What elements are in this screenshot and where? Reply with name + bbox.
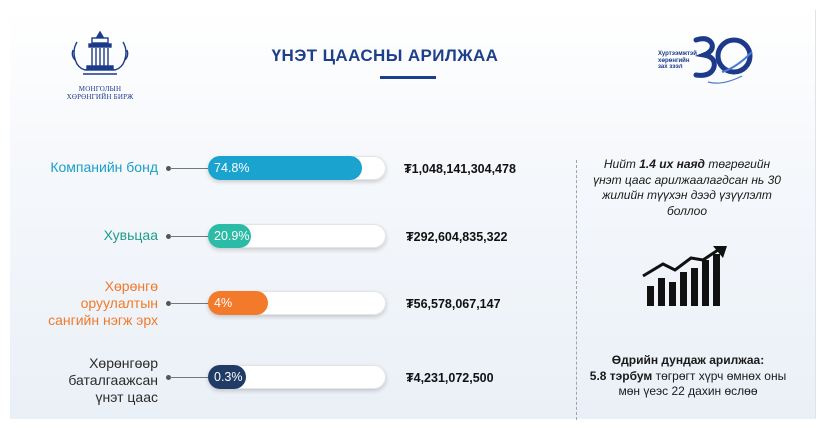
row-2-connector-dot <box>166 234 171 239</box>
mse-logo: МОНГОЛЫН ХӨРӨНГИЙН БИРЖ <box>65 28 135 103</box>
row-3-label-line-1: Хөрөнгө <box>104 278 158 294</box>
note1-pre: Нийт <box>603 157 640 171</box>
row-2-label-line: Хувьцаа <box>103 227 158 243</box>
row-3-label-line-2: оруулалтын <box>80 295 158 311</box>
row-1-connector-line <box>170 168 208 169</box>
row-4-label-line-2: баталгаажсан <box>68 372 158 388</box>
note-record-total: Нийт 1.4 их наяд төгрөгийн үнэт цаас ари… <box>592 157 782 219</box>
vertical-divider <box>576 160 577 420</box>
anniversary-logo-text: Хуртээмжтэй хөрөнгийн зах зээл <box>658 51 697 70</box>
note1-bold: 1.4 их наяд <box>639 157 705 171</box>
row-2-connector-line <box>170 236 208 237</box>
row-1-connector-dot <box>166 166 171 171</box>
row-3-bar-track: 4% <box>208 291 386 315</box>
row-1-label: Компанийн бонд <box>28 159 158 176</box>
logo-caption-line2: ХӨРӨНГИЙН БИРЖ <box>66 93 134 101</box>
note-daily-average: Өдрийн дундаж арилжаа: 5.8 тэрбум төгрөг… <box>588 353 788 400</box>
anniversary-30-icon <box>693 36 753 84</box>
row-3-label: Хөрөнгө оруулалтын сангийн нэгж эрх <box>28 278 158 329</box>
row-4-bar-fill: 0.3% <box>208 365 246 389</box>
row-1-bar-track: 74.8% <box>208 156 386 180</box>
growth-chart-icon <box>642 246 727 306</box>
row-4-bar-track: 0.3% <box>208 365 386 389</box>
row-1-amount: ₮1,048,141,304,478 <box>404 162 516 176</box>
row-4-connector-line <box>170 377 208 378</box>
logo-caption-line1: МОНГОЛЫН <box>78 85 122 93</box>
row-4-label-line-3: үнэт цаас <box>95 389 158 405</box>
soyombo-emblem-icon <box>71 30 129 75</box>
row-4-label: Хөрөнгөөр баталгаажсан үнэт цаас <box>28 355 158 406</box>
row-3-bar-fill: 4% <box>208 291 268 315</box>
row-1-bar-fill: 74.8% <box>208 156 362 180</box>
row-2-bar-track: 20.9% <box>208 224 386 248</box>
title-underline <box>380 76 436 79</box>
row-2-bar-fill: 20.9% <box>208 224 251 248</box>
row-4-amount: ₮4,231,072,500 <box>406 371 494 385</box>
slide: МОНГОЛЫН ХӨРӨНГИЙН БИРЖ ҮНЭТ ЦААСНЫ АРИЛ… <box>10 10 816 420</box>
row-3-label-line-3: сангийн нэгж эрх <box>48 312 158 328</box>
note2-amount: 5.8 тэрбум <box>589 368 653 383</box>
row-3-connector-dot <box>166 301 171 306</box>
row-4-label-line-1: Хөрөнгөөр <box>89 355 158 371</box>
page-title: ҮНЭТ ЦААСНЫ АРИЛЖАА <box>271 46 499 65</box>
note2-post: төгрөгт хүрч өмнөх оны мөн үеэс 22 дахин… <box>618 368 787 399</box>
row-3-amount: ₮56,578,067,147 <box>406 297 501 311</box>
row-2-label: Хувьцаа <box>28 227 158 244</box>
row-4-connector-dot <box>166 375 171 380</box>
row-3-connector-line <box>170 303 208 304</box>
row-1-label-line: Компанийн бонд <box>50 159 158 175</box>
row-2-amount: ₮292,604,835,322 <box>406 230 508 244</box>
anniversary-logo: Хуртээмжтэй хөрөнгийн зах зээл <box>652 34 762 89</box>
note2-heading: Өдрийн дундаж арилжаа: <box>611 353 765 367</box>
note1-post: төгрөгийн үнэт цаас арилжаалагдсан нь 30… <box>593 157 781 218</box>
